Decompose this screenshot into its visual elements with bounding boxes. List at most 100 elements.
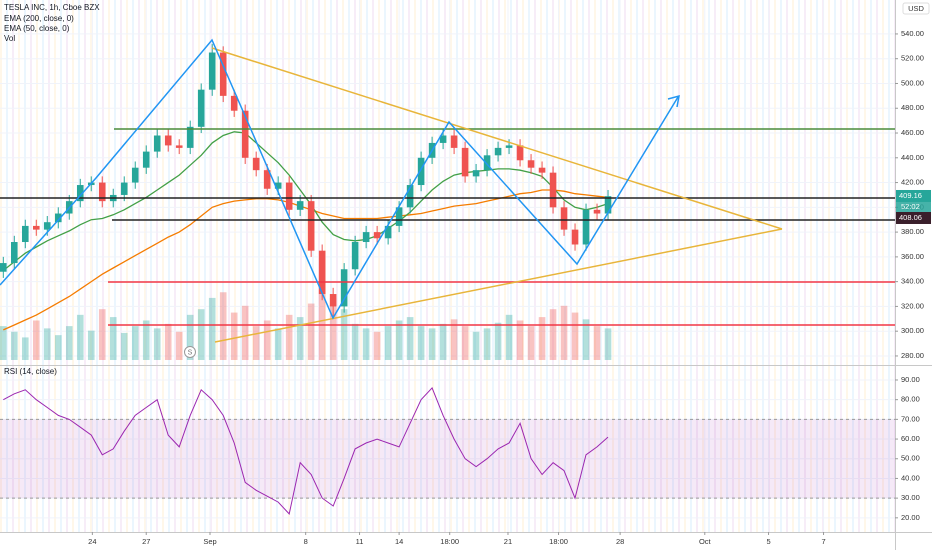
y-tick-label: 520.00 bbox=[901, 54, 924, 63]
candle-body bbox=[219, 52, 227, 96]
volume-bar bbox=[395, 320, 403, 360]
y-tick-label: 40.00 bbox=[901, 473, 920, 482]
x-tick-label: 11 bbox=[356, 537, 364, 546]
volume-bar bbox=[351, 323, 359, 360]
candle-body bbox=[153, 135, 161, 152]
candle-body bbox=[263, 170, 271, 189]
y-tick-label: 500.00 bbox=[901, 78, 924, 87]
y-tick-label: 30.00 bbox=[901, 493, 920, 502]
candle-body bbox=[527, 160, 535, 168]
y-tick-label: 420.00 bbox=[901, 178, 924, 187]
y-tick-label: 460.00 bbox=[901, 128, 924, 137]
volume-bar bbox=[527, 326, 535, 360]
countdown-box bbox=[896, 201, 931, 212]
ema-price-box bbox=[896, 211, 931, 224]
candle-body bbox=[21, 225, 29, 243]
candle-body bbox=[175, 145, 183, 148]
volume-bar bbox=[208, 297, 216, 360]
candle-body bbox=[362, 232, 370, 243]
currency-label: USD bbox=[908, 4, 924, 13]
volume-bar bbox=[593, 326, 601, 360]
y-tick-label: 50.00 bbox=[901, 454, 920, 463]
volume-bar bbox=[10, 331, 18, 360]
volume-bar bbox=[604, 328, 612, 360]
candle-body bbox=[10, 242, 18, 264]
volume-bar bbox=[164, 323, 172, 360]
candle-body bbox=[197, 89, 205, 127]
candle-body bbox=[593, 209, 601, 214]
candle-body bbox=[241, 110, 249, 158]
volume-bar bbox=[362, 328, 370, 360]
volume-bar bbox=[285, 314, 293, 360]
volume-bar bbox=[43, 328, 51, 360]
candle-body bbox=[461, 147, 469, 177]
volume-bar bbox=[142, 320, 150, 360]
volume-bar bbox=[307, 303, 315, 360]
candle-body bbox=[208, 52, 216, 90]
last-price-box bbox=[896, 189, 931, 202]
y-tick-label: 320.00 bbox=[901, 301, 924, 310]
volume-bar bbox=[296, 317, 304, 360]
y-tick-label: 70.00 bbox=[901, 414, 920, 423]
candle-layer bbox=[0, 43, 612, 317]
y-tick-label: 480.00 bbox=[901, 103, 924, 112]
candle-body bbox=[0, 263, 7, 272]
volume-bar bbox=[98, 309, 106, 360]
volume-bar bbox=[21, 337, 29, 360]
candle-body bbox=[516, 145, 524, 161]
volume-bar bbox=[274, 328, 282, 360]
volume-bar bbox=[472, 331, 480, 360]
y-tick-label: 380.00 bbox=[901, 227, 924, 236]
candle-body bbox=[340, 269, 348, 307]
volume-bar bbox=[384, 326, 392, 360]
candle-body bbox=[285, 182, 293, 210]
candle-body bbox=[274, 182, 282, 189]
volume-bar bbox=[120, 332, 128, 360]
candle-body bbox=[505, 145, 513, 148]
volume-bar bbox=[65, 326, 73, 360]
volume-layer bbox=[0, 290, 612, 360]
split-marker-label: S bbox=[188, 349, 193, 356]
candle-body bbox=[131, 167, 139, 183]
candle-body bbox=[417, 157, 425, 186]
last-price-label: 409.16 bbox=[899, 191, 922, 200]
volume-bar bbox=[252, 326, 260, 360]
volume-bar bbox=[186, 314, 194, 360]
candle-body bbox=[483, 155, 491, 171]
volume-bar bbox=[241, 305, 249, 360]
volume-bar bbox=[560, 305, 568, 360]
volume-bar bbox=[505, 314, 513, 360]
y-tick-label: 300.00 bbox=[901, 326, 924, 335]
legend-ema200: EMA (200, close, 0) bbox=[4, 14, 74, 23]
candle-body bbox=[582, 209, 590, 245]
candle-body bbox=[307, 201, 315, 251]
candle-body bbox=[54, 213, 62, 223]
x-tick-label: 18:00 bbox=[549, 537, 568, 546]
y-tick-label: 90.00 bbox=[901, 375, 920, 384]
candle-body bbox=[142, 151, 150, 168]
candle-body bbox=[560, 207, 568, 230]
rsi-line bbox=[3, 386, 609, 515]
ema-line bbox=[3, 189, 609, 331]
candle-body bbox=[351, 242, 359, 270]
x-tick-label: 21 bbox=[504, 537, 512, 546]
candle-body bbox=[32, 225, 40, 230]
candle-body bbox=[538, 167, 546, 173]
currency-box[interactable] bbox=[902, 2, 930, 15]
volume-bar bbox=[417, 326, 425, 360]
x-tick-label: 28 bbox=[616, 537, 624, 546]
candle-body bbox=[230, 95, 238, 111]
x-tick-label: 5 bbox=[766, 537, 770, 546]
volume-bar bbox=[0, 326, 7, 360]
y-tick-label: 340.00 bbox=[901, 277, 924, 286]
x-tick-label: 7 bbox=[821, 537, 825, 546]
x-tick-label: 14 bbox=[395, 537, 403, 546]
split-marker[interactable] bbox=[184, 346, 196, 358]
x-tick-label: 8 bbox=[304, 537, 308, 546]
volume-bar bbox=[428, 328, 436, 360]
volume-bar bbox=[571, 312, 579, 360]
candle-body bbox=[604, 196, 612, 214]
volume-bar bbox=[175, 331, 183, 360]
drawings bbox=[0, 38, 895, 343]
